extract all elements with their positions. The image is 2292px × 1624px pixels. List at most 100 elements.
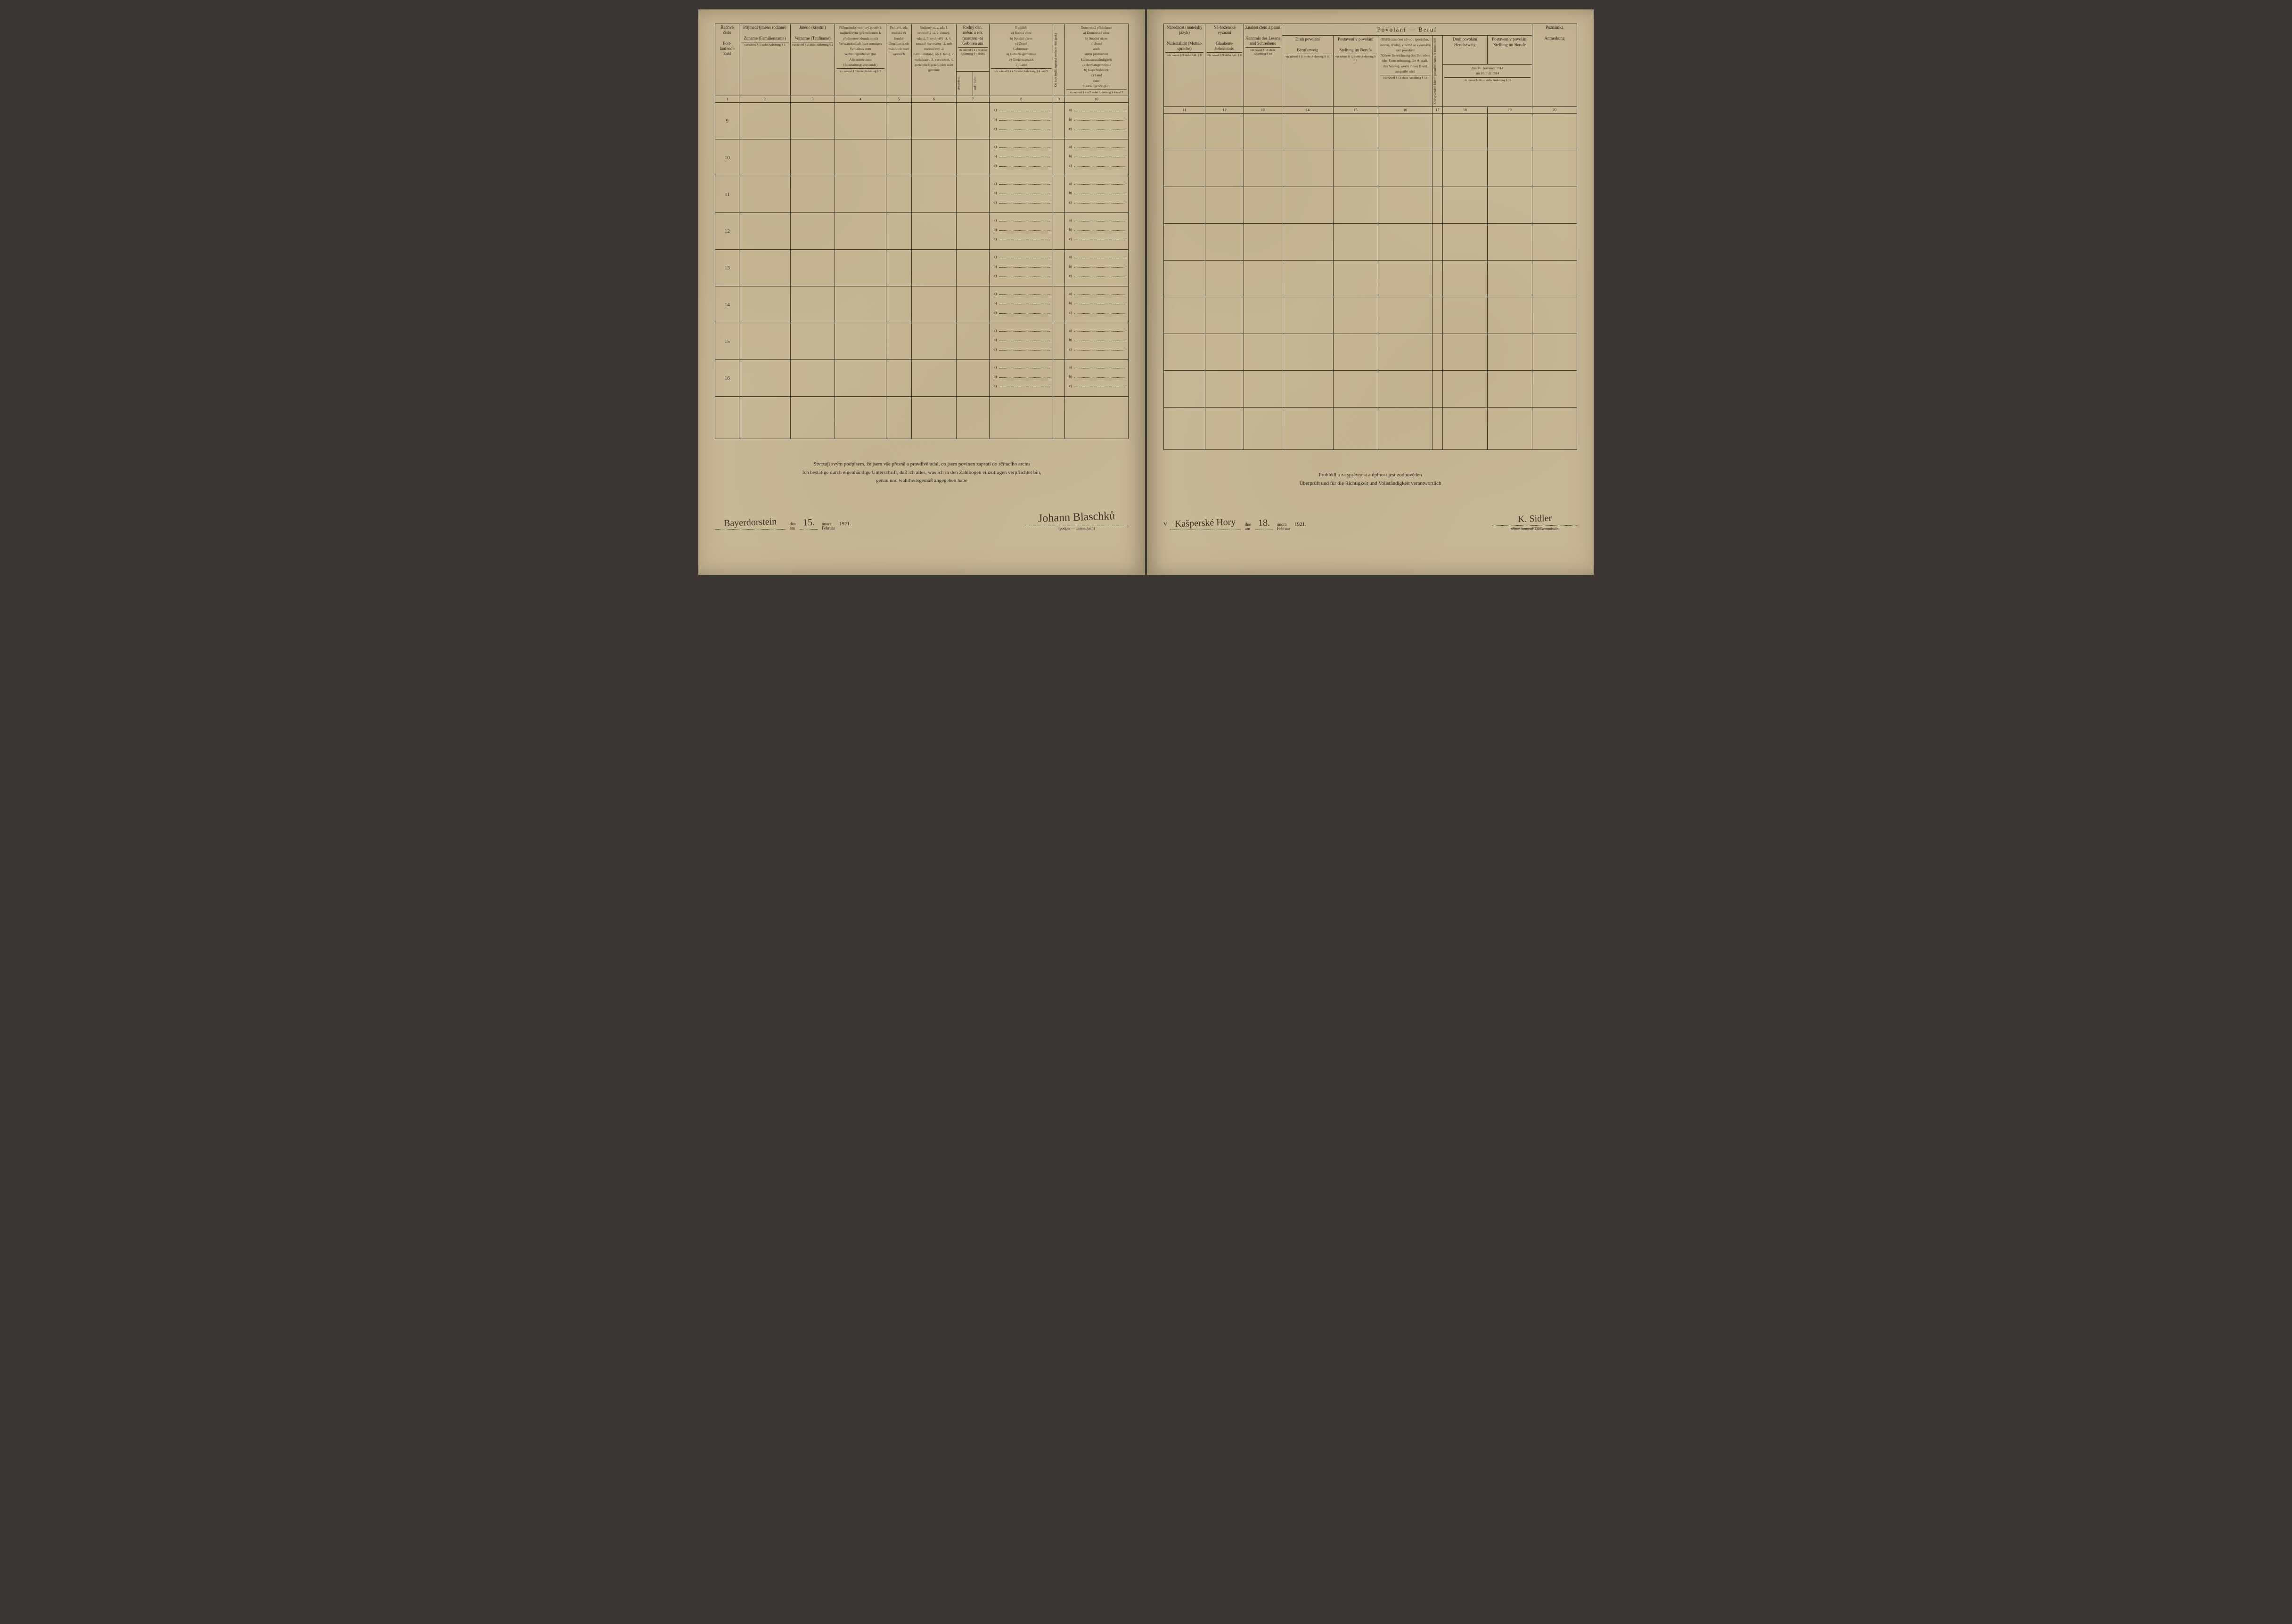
- left-name-block: Johann Blaschků (podpis — Unterschrift): [1025, 511, 1129, 530]
- cell: [1244, 223, 1282, 260]
- cell: [1053, 360, 1064, 397]
- cell: [1053, 176, 1064, 213]
- cell: [886, 360, 912, 397]
- birthplace-cell: a)b)c): [990, 103, 1053, 139]
- cn13: 13: [1244, 106, 1282, 113]
- cell: [912, 103, 957, 139]
- c14-de: Berufszweig: [1297, 48, 1318, 52]
- col7a: den měsíc: [957, 77, 961, 90]
- c11-cz: Národnost (mateřský jazyk): [1167, 25, 1203, 35]
- table-row: [1164, 187, 1577, 223]
- cell: [1333, 187, 1378, 223]
- c18-de: Berufszweig: [1454, 42, 1475, 47]
- filler-row: [1164, 407, 1577, 449]
- col1-de: Fort-laufende Zahl: [720, 41, 735, 57]
- col4-ref: viz návod § 3 siehe Anleitung § 3: [836, 68, 884, 73]
- cn3: 3: [790, 96, 835, 103]
- right-year: 1921.: [1294, 522, 1306, 527]
- table-row: [1164, 297, 1577, 334]
- cell: [1205, 297, 1244, 334]
- cell: [956, 176, 989, 213]
- right-table-header: Národnost (mateřský jazyk) Nationalität …: [1164, 24, 1577, 114]
- cell: [912, 250, 957, 286]
- cell: [1432, 370, 1443, 407]
- col7-ref: viz návod § 4 a 5 siehe Anleitung § 4 un…: [958, 47, 988, 56]
- right-attestation: Prohlédl a za správnost a úplnost jest z…: [1163, 471, 1577, 488]
- cell: [1053, 323, 1064, 360]
- cell: [835, 139, 886, 176]
- col2-ref: viz návod § 1 siehe Anleitung § 1: [741, 42, 788, 47]
- cn8: 8: [990, 96, 1053, 103]
- cell: [739, 250, 790, 286]
- c16-de: Nähere Bezeichnung des Betriebes (der Un…: [1381, 53, 1430, 73]
- left-table-header: Řadové číslo Fort-laufende Zahl Příjmení…: [715, 24, 1129, 103]
- right-colnum-row: 11 12 13 14 15 16 17 18 19 20: [1164, 106, 1577, 113]
- cell: [1244, 297, 1282, 334]
- cell: [886, 139, 912, 176]
- col7b: roku Jahr: [974, 77, 977, 90]
- cell: [1532, 297, 1577, 334]
- left-place-hw: Bayerdorstein: [724, 516, 777, 529]
- cell: [1164, 187, 1205, 223]
- birthplace-cell: a)b)c): [990, 213, 1053, 250]
- cell: [1244, 187, 1282, 223]
- att-l1: Stvrzuji svým podpisem, že jsem vše přes…: [715, 460, 1129, 469]
- cell: [1053, 286, 1064, 323]
- c20-de: Anmerkung: [1544, 36, 1564, 41]
- table-row: [1164, 370, 1577, 407]
- c14-cz: Druh povolání: [1295, 37, 1320, 41]
- cell: [886, 323, 912, 360]
- cell: [739, 213, 790, 250]
- cell: [1282, 297, 1334, 334]
- table-row: [1164, 150, 1577, 187]
- cell: [1378, 260, 1432, 297]
- col7-cz: Rodný den, měsíc a rok (narozen -a): [963, 25, 983, 41]
- birthplace-cell: a)b)c): [990, 250, 1053, 286]
- cell: [912, 360, 957, 397]
- cn15: 15: [1333, 106, 1378, 113]
- cell: [739, 360, 790, 397]
- cell: [790, 213, 835, 250]
- cell: [835, 360, 886, 397]
- col1-cz: Řadové číslo: [720, 25, 734, 35]
- cell: [1487, 113, 1532, 150]
- cell: [1442, 113, 1487, 150]
- cell: [1205, 187, 1244, 223]
- cell: [912, 323, 957, 360]
- heimat-cell: a)b)c): [1064, 103, 1128, 139]
- cn9: 9: [1053, 96, 1064, 103]
- cell: [886, 103, 912, 139]
- att-l2: Ich bestätige durch eigenhändige Untersc…: [715, 469, 1129, 477]
- birthplace-cell: a)b)c): [990, 323, 1053, 360]
- c18-ref: viz návod § 14 — siehe Anleitung § 14: [1444, 77, 1531, 82]
- cell: [835, 103, 886, 139]
- cell: [1205, 370, 1244, 407]
- left-day-hw: 15.: [803, 517, 815, 528]
- cell: [790, 323, 835, 360]
- cell: [912, 213, 957, 250]
- right-month-de: Februar: [1277, 527, 1290, 531]
- cell: [1282, 370, 1334, 407]
- col10-de: Heimatszuständigkeit a) Heimatsgemeinde …: [1081, 57, 1112, 88]
- cell: [1282, 260, 1334, 297]
- cell: [1244, 113, 1282, 150]
- cell: [739, 323, 790, 360]
- right-name-hw: K. Sidler: [1518, 513, 1552, 525]
- col5-cz: Pohlaví, zda mužské či ženské: [890, 25, 908, 41]
- c14-ref: viz návod § 11 siehe Anleitung § 11: [1284, 54, 1332, 59]
- right-page: Národnost (mateřský jazyk) Nationalität …: [1147, 9, 1594, 575]
- cell: [1333, 297, 1378, 334]
- cell: [1333, 334, 1378, 370]
- table-row: 15a)b)c)a)b)c): [715, 323, 1129, 360]
- row-number: 10: [715, 139, 739, 176]
- cn18: 18: [1442, 106, 1487, 113]
- cell: [1244, 334, 1282, 370]
- cell: [1205, 260, 1244, 297]
- left-colnum-row: 1 2 3 4 5 6 7 8 9 10: [715, 96, 1129, 103]
- cell: [835, 286, 886, 323]
- heimat-cell: a)b)c): [1064, 250, 1128, 286]
- cn14: 14: [1282, 106, 1334, 113]
- cn1: 1: [715, 96, 739, 103]
- cell: [1487, 150, 1532, 187]
- c20-cz: Poznámka: [1546, 25, 1563, 30]
